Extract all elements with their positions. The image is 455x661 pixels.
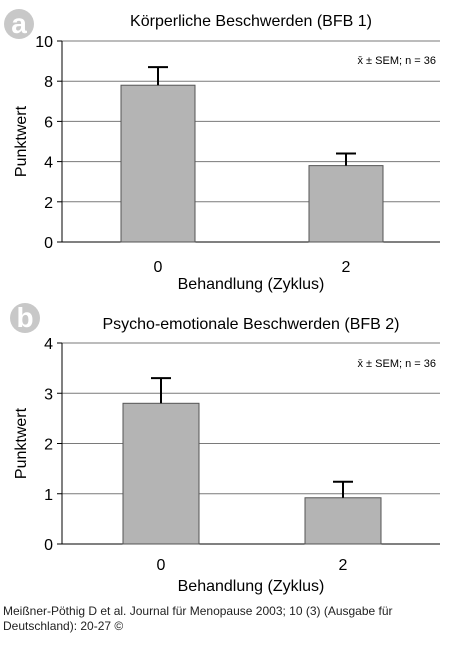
- panel-a-badge: [4, 9, 34, 39]
- panel-a-x-tick-label: 0: [154, 259, 163, 276]
- panel-a-bar-0: [120, 84, 196, 243]
- panel-a-x-tick-label: 2: [342, 259, 351, 276]
- panel-a-y-tick-label: 0: [44, 235, 53, 252]
- panel-b-y-tick-label: 2: [44, 437, 53, 454]
- panel-b-title: Psycho-emotionale Beschwerden (BFB 2): [102, 316, 399, 333]
- panel-a-bar-2: [308, 165, 384, 243]
- panel-b-x-tick-label: 2: [339, 557, 348, 574]
- panel-b-bar-0: [122, 402, 200, 545]
- panel-b-bar-2: [304, 497, 382, 545]
- panel-a-y-tick-label: 8: [44, 74, 53, 91]
- panel-a-title: Körperliche Beschwerden (BFB 1): [130, 13, 372, 30]
- panel-b-badge-label: b: [16, 302, 33, 333]
- panel-b-y-tick-label: 4: [44, 336, 53, 353]
- panel-a-y-tick-label: 6: [44, 114, 53, 131]
- panel-a-badge-label: a: [11, 8, 27, 39]
- panel-b-y-tick-label: 3: [44, 386, 53, 403]
- panel-b-stats-annotation: x̄ ± SEM; n = 36: [358, 358, 437, 370]
- panel-b-y-tick-label: 1: [44, 487, 53, 504]
- panel-b-badge: [10, 303, 40, 333]
- panel-b-y-tick-label: 0: [44, 537, 53, 554]
- panel-a-y-tick-label: 2: [44, 195, 53, 212]
- figure: a Körperliche Beschwerden (BFB 1)02468100…: [4, 8, 440, 595]
- panel-a-stats-annotation: x̄ ± SEM; n = 36: [358, 55, 437, 67]
- panel-b-x-axis-label: Behandlung (Zyklus): [178, 578, 325, 595]
- citation-caption: Meißner-Pöthig D et al. Journal für Meno…: [3, 604, 393, 633]
- panel-b-y-axis-label: Punktwert: [13, 407, 30, 479]
- panel-a-x-axis-label: Behandlung (Zyklus): [178, 276, 325, 293]
- panel-a-y-axis-label: Punktwert: [13, 105, 30, 177]
- panel-b-x-tick-label: 0: [157, 557, 166, 574]
- panel-a-y-tick-label: 4: [44, 155, 53, 172]
- panel-a-y-tick-label: 10: [35, 34, 53, 51]
